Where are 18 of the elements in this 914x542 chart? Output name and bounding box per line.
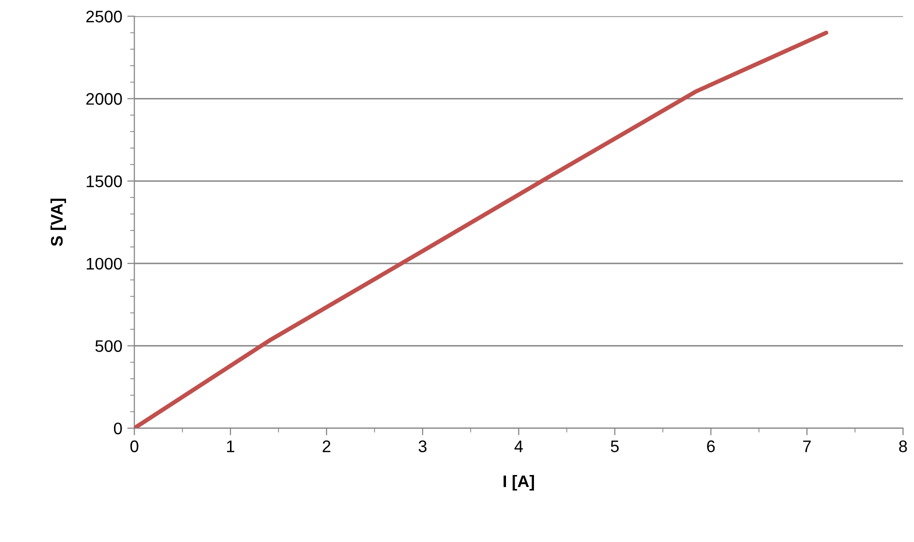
x-tick-label: 5: [610, 440, 619, 452]
y-axis-title: S [VA]: [50, 198, 66, 246]
x-tick-label: 1: [227, 440, 234, 452]
y-tick-label: 1500: [86, 175, 122, 188]
x-tick-label: 0: [130, 440, 138, 452]
y-tick-label: 2000: [86, 93, 122, 105]
x-tick-label: 6: [707, 440, 715, 452]
x-tick-label: 8: [899, 440, 907, 452]
x-tick-label: 7: [803, 440, 811, 452]
y-tick-label: 1000: [86, 258, 122, 270]
line-series: [134, 30, 828, 428]
x-tick-label: 3: [418, 440, 427, 452]
x-axis-title: I [A]: [504, 474, 534, 491]
y-tick-label: 0: [114, 422, 122, 434]
y-tick-label: 500: [95, 340, 122, 352]
x-tick-label: 2: [322, 440, 330, 452]
x-tick-label: 4: [514, 440, 523, 452]
y-tick-label: 2500: [86, 10, 122, 22]
